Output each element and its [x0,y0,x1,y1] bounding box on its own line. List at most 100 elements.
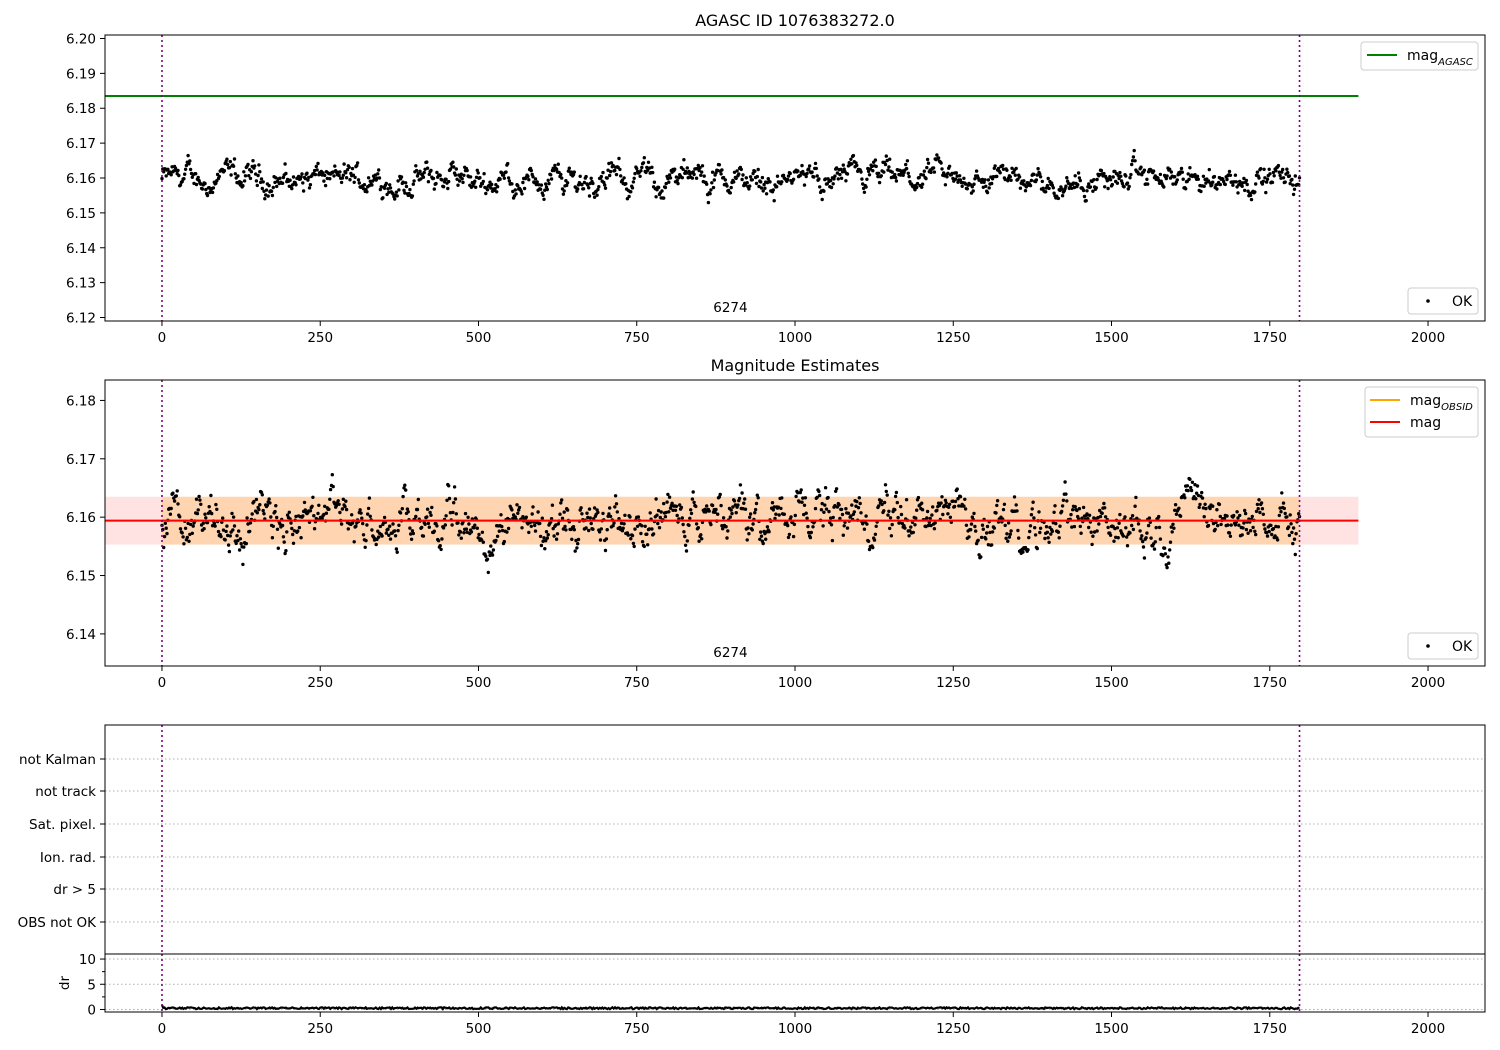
data-point [947,505,951,509]
data-point [885,158,889,163]
data-point [580,183,584,187]
data-point [1089,530,1093,534]
data-point [948,515,953,519]
data-point [1023,189,1028,193]
data-point [425,507,430,511]
data-point [1147,516,1152,520]
data-point [447,496,452,501]
data-point [837,503,841,507]
data-point [592,506,597,510]
data-point [886,513,890,517]
data-point [759,180,763,184]
data-point [761,189,765,193]
data-point [322,179,326,183]
data-point [1014,166,1018,171]
y-tick-label: 6.13 [66,276,96,292]
data-point [831,182,835,186]
data-point [294,183,298,187]
data-point [817,489,821,494]
data-point [1087,182,1091,186]
data-point [1240,184,1244,188]
data-point [578,174,582,178]
data-point [1285,515,1289,519]
data-point [1171,522,1175,526]
data-point [316,161,320,166]
data-point [926,161,931,165]
x-tick-label: 1250 [936,1021,970,1037]
data-point [1063,480,1067,484]
data-point [1260,507,1265,511]
data-point [667,173,672,177]
data-point [386,527,390,531]
data-point [675,513,679,518]
data-point [1073,174,1077,178]
data-point [1154,525,1158,530]
data-point [990,181,994,186]
data-point [1297,512,1301,516]
data-point [547,181,551,186]
data-point [457,533,461,537]
data-point [303,176,307,181]
dr-series-line [160,1004,1300,1011]
data-point [1157,514,1161,519]
data-point [469,530,474,534]
data-point [510,508,514,512]
data-point [1081,188,1086,193]
data-point [404,181,408,185]
data-point [219,534,223,539]
data-point [498,177,502,181]
data-point [629,190,633,194]
data-point [166,167,170,171]
data-point [864,514,868,518]
data-point [271,185,275,190]
data-point [786,174,791,178]
data-point [1162,546,1167,550]
data-point [735,169,739,173]
data-point [973,177,977,181]
data-point [716,512,720,516]
data-point [802,183,807,187]
data-point [960,184,964,188]
data-point [699,173,703,177]
data-point [658,515,662,520]
data-point [365,190,369,194]
data-point [1106,525,1110,530]
data-point [805,516,809,520]
data-point [377,176,382,180]
data-point [451,510,455,515]
data-point [1194,497,1198,501]
data-point [489,186,493,190]
data-point [822,189,826,193]
data-point [414,168,419,173]
data-point [728,191,732,195]
data-point [694,176,699,180]
data-point [1003,523,1007,528]
data-point [683,543,688,547]
data-point [689,508,693,512]
data-point [595,193,599,197]
data-point [998,171,1002,175]
data-point [995,174,999,179]
data-point [642,156,646,160]
data-point [757,184,761,189]
data-point [969,528,973,532]
data-point [1076,171,1081,175]
data-point [963,507,968,511]
data-point [586,515,590,520]
data-point [242,545,246,549]
data-point [936,156,941,160]
data-point [720,524,724,528]
data-point [822,510,826,514]
data-point [985,531,989,535]
data-point [468,175,473,179]
flag-category-label: not Kalman [19,752,96,768]
data-point [643,524,647,528]
data-point [195,511,200,516]
data-point [587,186,591,190]
data-point [890,522,894,527]
data-point [801,496,805,500]
